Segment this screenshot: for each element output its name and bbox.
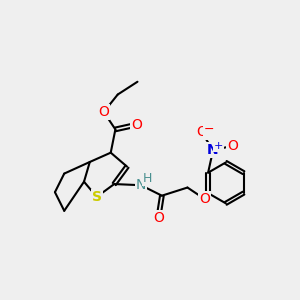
Text: O: O xyxy=(98,105,109,119)
Text: N: N xyxy=(136,178,146,192)
Text: H: H xyxy=(143,172,152,185)
Text: −: − xyxy=(204,122,214,135)
Text: S: S xyxy=(92,190,102,204)
Text: O: O xyxy=(200,192,210,206)
Text: O: O xyxy=(153,211,164,225)
Text: O: O xyxy=(227,139,238,153)
Text: O: O xyxy=(196,125,207,139)
Text: +: + xyxy=(214,141,223,151)
Text: O: O xyxy=(131,118,142,132)
Text: N: N xyxy=(207,143,219,157)
